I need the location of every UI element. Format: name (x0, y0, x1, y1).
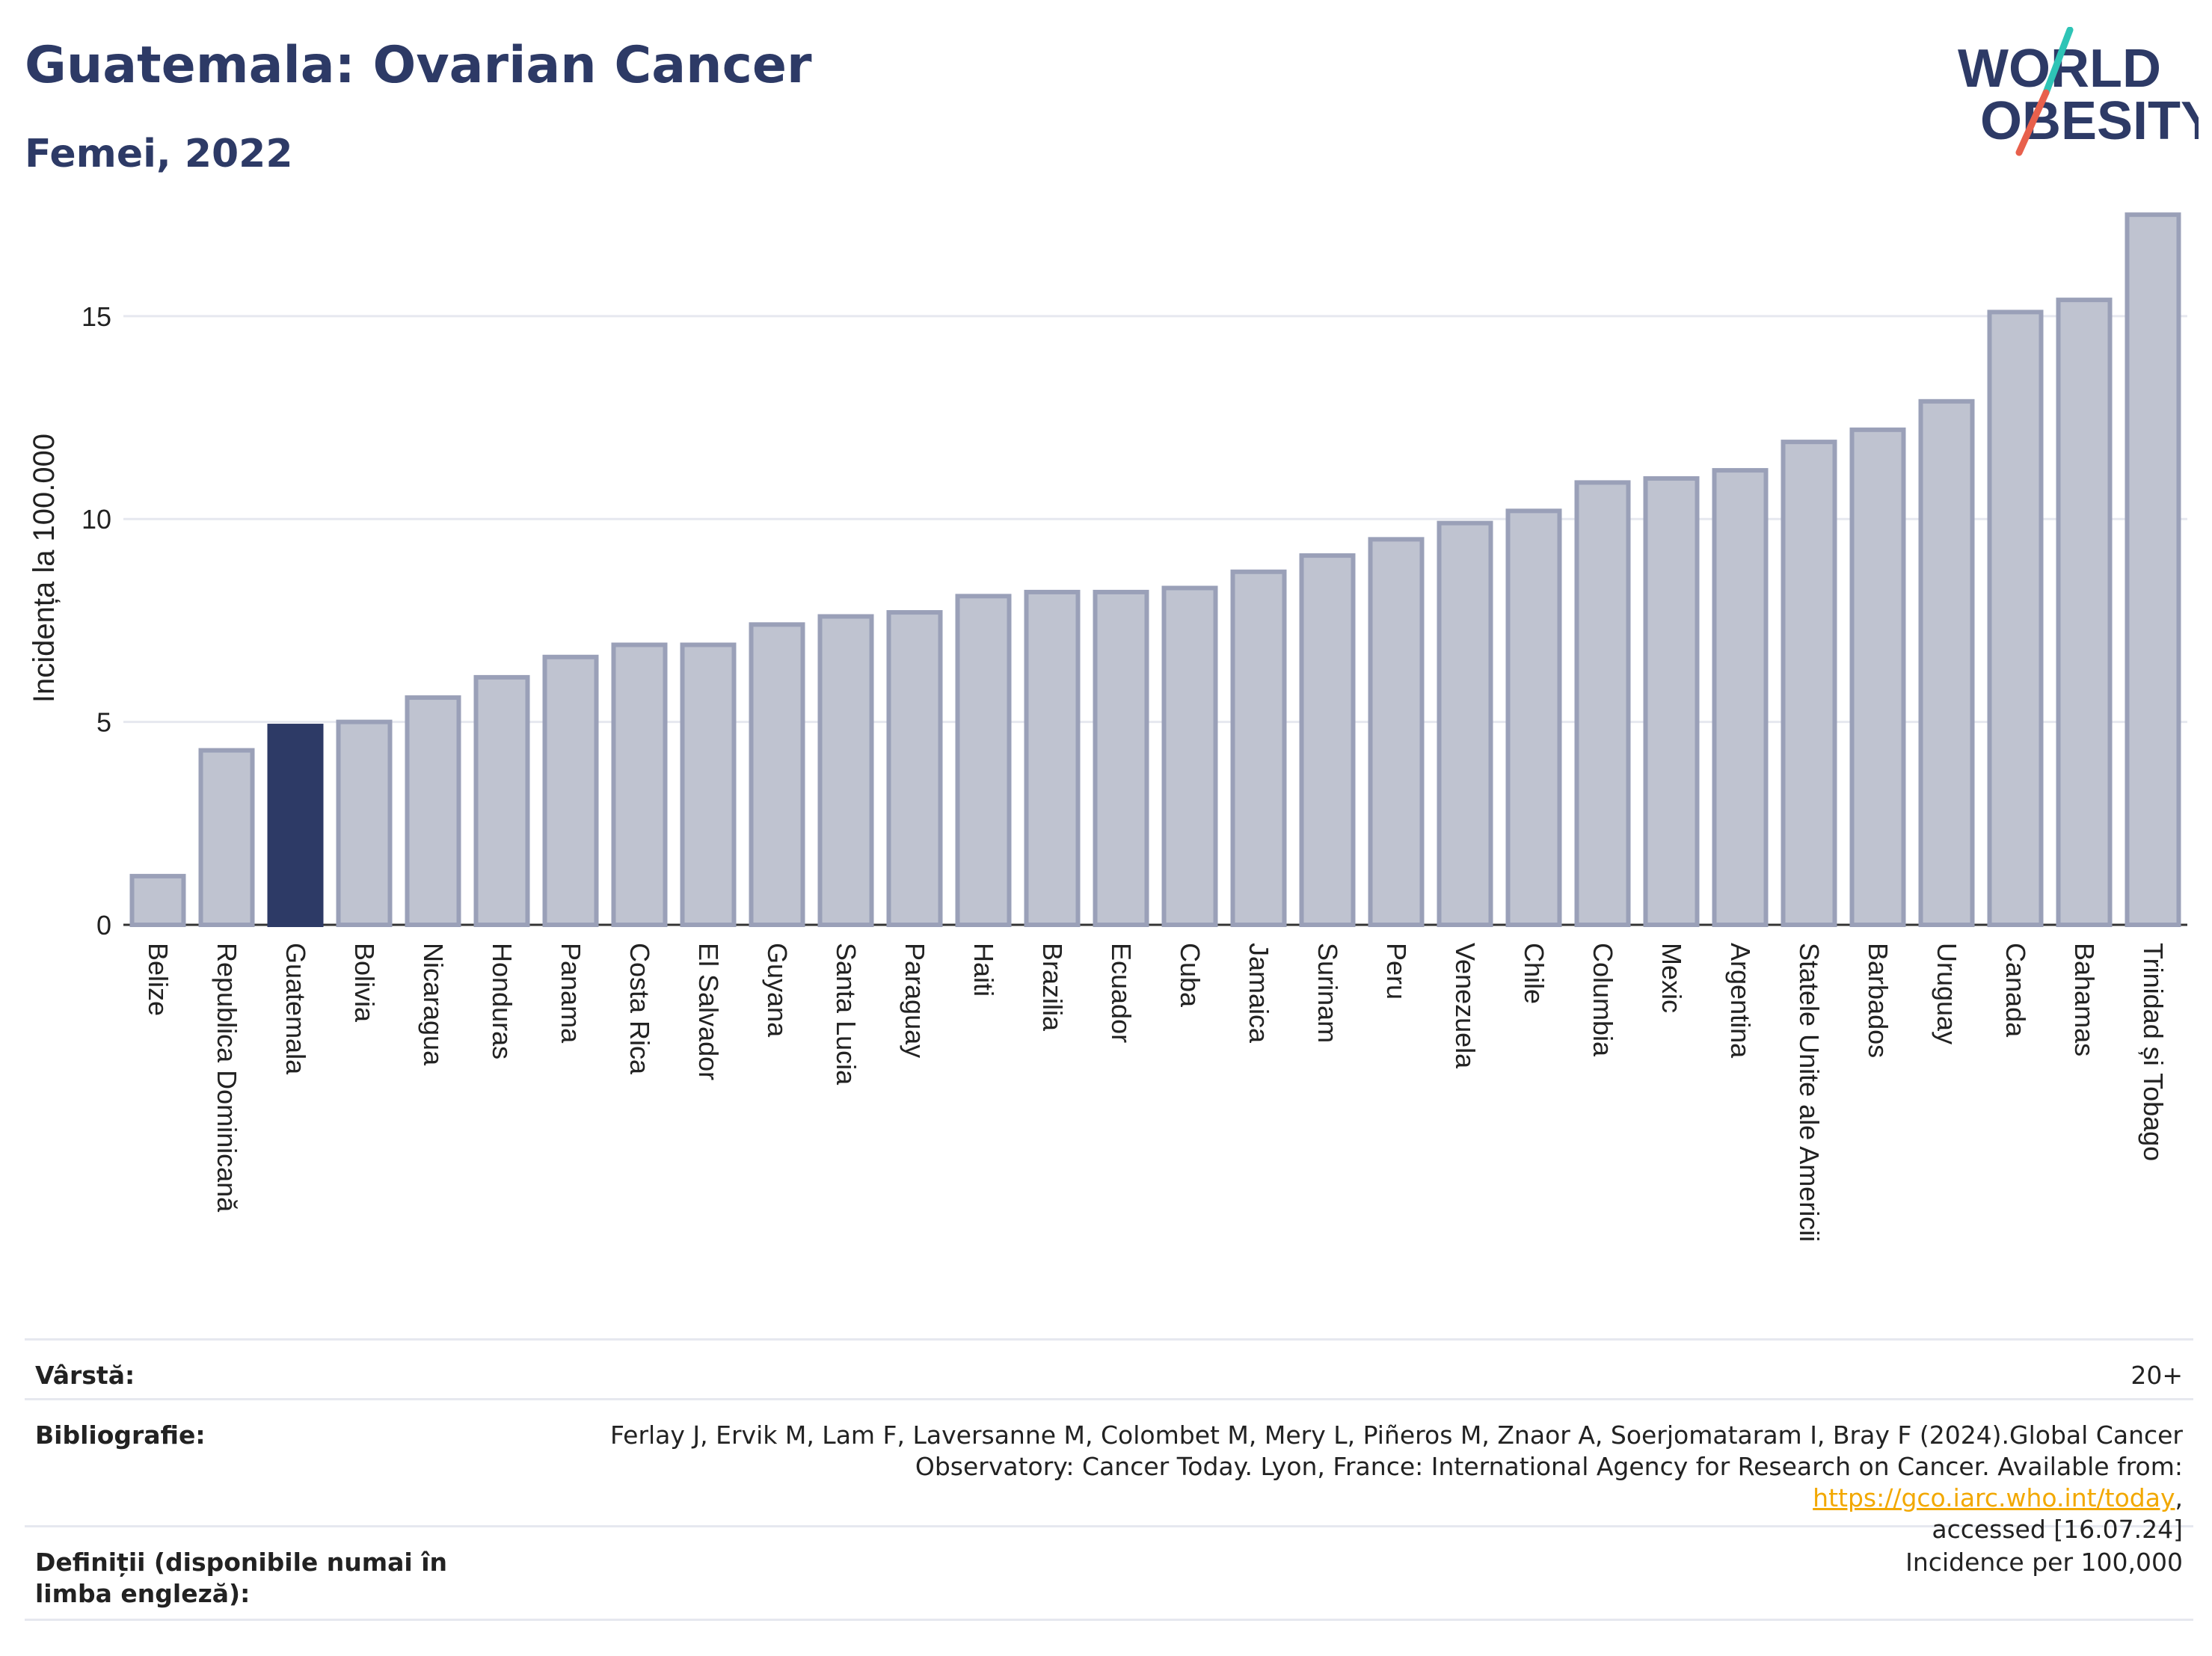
bar-republica-dominicană (198, 748, 255, 927)
x-tick-label: Barbados (1863, 943, 1893, 1058)
x-tick-label: Statele Unite ale Americii (1794, 943, 1825, 1242)
bibliography-link[interactable]: https://gco.iarc.who.int/today (1813, 1483, 2175, 1512)
x-tick-label: Costa Rica (624, 943, 655, 1075)
age-value: 20+ (2130, 1361, 2183, 1390)
x-tick-label: Bolivia (349, 943, 380, 1023)
bar-bahamas (2056, 298, 2113, 928)
y-axis-ticks: 0 5 10 15 (82, 301, 111, 941)
bar-guatemala (267, 724, 324, 927)
x-tick-label: Chile (1519, 943, 1549, 1004)
bar-peru (1368, 537, 1425, 927)
x-tick-label: Haiti (968, 943, 999, 997)
bar-columbia (1574, 480, 1631, 927)
bar-bolivia (336, 719, 393, 927)
world-obesity-logo: WORLD OBESITY (1958, 27, 2199, 156)
bar-costa-rica (611, 642, 668, 927)
age-row: Vârstă: 20+ (25, 1338, 2193, 1398)
x-tick-label: Peru (1381, 943, 1412, 1000)
logo-slash-top (2042, 27, 2074, 96)
x-tick-label: Guatemala (280, 943, 311, 1075)
x-tick-label: Mexic (1656, 943, 1687, 1013)
bar-santa-lucia (817, 614, 874, 927)
page-subtitle: Femei, 2022 (25, 132, 293, 176)
bar-surinam (1299, 553, 1356, 927)
x-tick-label: Surinam (1312, 943, 1343, 1043)
x-tick-label: Bahamas (2069, 943, 2100, 1056)
bar-nicaragua (405, 695, 461, 927)
bar-el-salvador (680, 642, 737, 927)
x-tick-label: Brazilia (1037, 943, 1068, 1032)
bibliography-label: Bibliografie: (35, 1420, 206, 1450)
x-tick-label: El Salvador (693, 943, 724, 1080)
x-tick-label: Jamaica (1244, 943, 1274, 1044)
bar-mexic (1643, 475, 1700, 927)
x-tick-label: Ecuador (1106, 943, 1137, 1043)
y-axis-label: Incidența la 100.000 (28, 434, 61, 703)
x-tick-label: Nicaragua (418, 943, 449, 1066)
bibliography-row: Bibliografie: Ferlay J, Ervik M, Lam F, … (25, 1398, 2193, 1544)
x-tick-label: Guyana (762, 943, 793, 1038)
bar-cuba (1161, 585, 1218, 927)
bar-statele-unite-ale-americii (1781, 440, 1837, 927)
bar-canada (1987, 310, 2044, 927)
x-tick-label: Cuba (1175, 943, 1205, 1008)
bar-chart: 0 5 10 15 Belize Republica Dominicană Guatema… (28, 212, 2187, 1242)
y-tick-label: 5 (96, 707, 111, 738)
definitions-value: Incidence per 100,000 (1905, 1548, 2183, 1577)
bibliography-comma: , (2175, 1483, 2184, 1512)
x-tick-label: Panama (556, 943, 586, 1044)
x-tick-label: Santa Lucia (831, 943, 861, 1086)
bar-venezuela (1437, 520, 1493, 927)
y-tick-label: 15 (82, 301, 111, 332)
x-tick-label: Trinidad și Tobago (2138, 943, 2169, 1161)
bar-jamaica (1230, 569, 1287, 927)
logo-line2: OBESITY (1980, 91, 2199, 151)
bibliography-line2: Observatory: Cancer Today. Lyon, France:… (915, 1452, 2183, 1481)
bar-barbados (1849, 427, 1906, 927)
x-tick-label: Uruguay (1932, 943, 1962, 1044)
page-title: Guatemala: Ovarian Cancer (25, 36, 812, 95)
bar-brazilia (1024, 589, 1081, 928)
age-label: Vârstă: (35, 1361, 135, 1390)
x-tick-label: Republica Dominicană (212, 943, 242, 1213)
x-axis-labels: Belize Republica Dominicană Guatemala Boliv… (143, 943, 2169, 1242)
bars (129, 212, 2181, 928)
bar-uruguay (1918, 398, 1975, 927)
grid-lines (123, 315, 2187, 926)
bar-argentina (1712, 468, 1769, 927)
bar-trinidad-și-tobago (2125, 212, 2181, 927)
bar-panama (542, 654, 599, 927)
bibliography-text: Ferlay J, Ervik M, Lam F, Laversanne M, … (538, 1420, 2183, 1545)
y-tick-label: 0 (96, 910, 111, 941)
bar-ecuador (1093, 589, 1149, 928)
x-tick-label: Belize (143, 943, 173, 1016)
bibliography-line1: Ferlay J, Ervik M, Lam F, Laversanne M, … (609, 1420, 2183, 1450)
definitions-row: Definiții (disponibile numai în limba en… (25, 1525, 2193, 1621)
bar-chile (1505, 508, 1562, 927)
chart-footer: Vârstă: 20+ Bibliografie: Ferlay J, Ervi… (25, 1338, 2193, 1621)
bibliography-line3: accessed [16.07.24] (1932, 1515, 2183, 1544)
bar-paraguay (886, 610, 943, 927)
x-tick-label: Paraguay (900, 943, 930, 1058)
x-tick-label: Canada (2000, 943, 2031, 1038)
bar-belize (129, 873, 186, 928)
bar-guyana (749, 622, 805, 927)
bar-honduras (473, 674, 530, 928)
bar-haiti (955, 594, 1012, 927)
x-tick-label: Honduras (487, 943, 517, 1059)
x-tick-label: Columbia (1588, 943, 1618, 1057)
logo-slash-bottom (2015, 89, 2050, 156)
x-tick-label: Venezuela (1450, 943, 1481, 1069)
x-tick-label: Argentina (1725, 943, 1756, 1059)
y-tick-label: 10 (82, 504, 111, 535)
definitions-label: Definiții (disponibile numai în limba en… (35, 1548, 448, 1608)
